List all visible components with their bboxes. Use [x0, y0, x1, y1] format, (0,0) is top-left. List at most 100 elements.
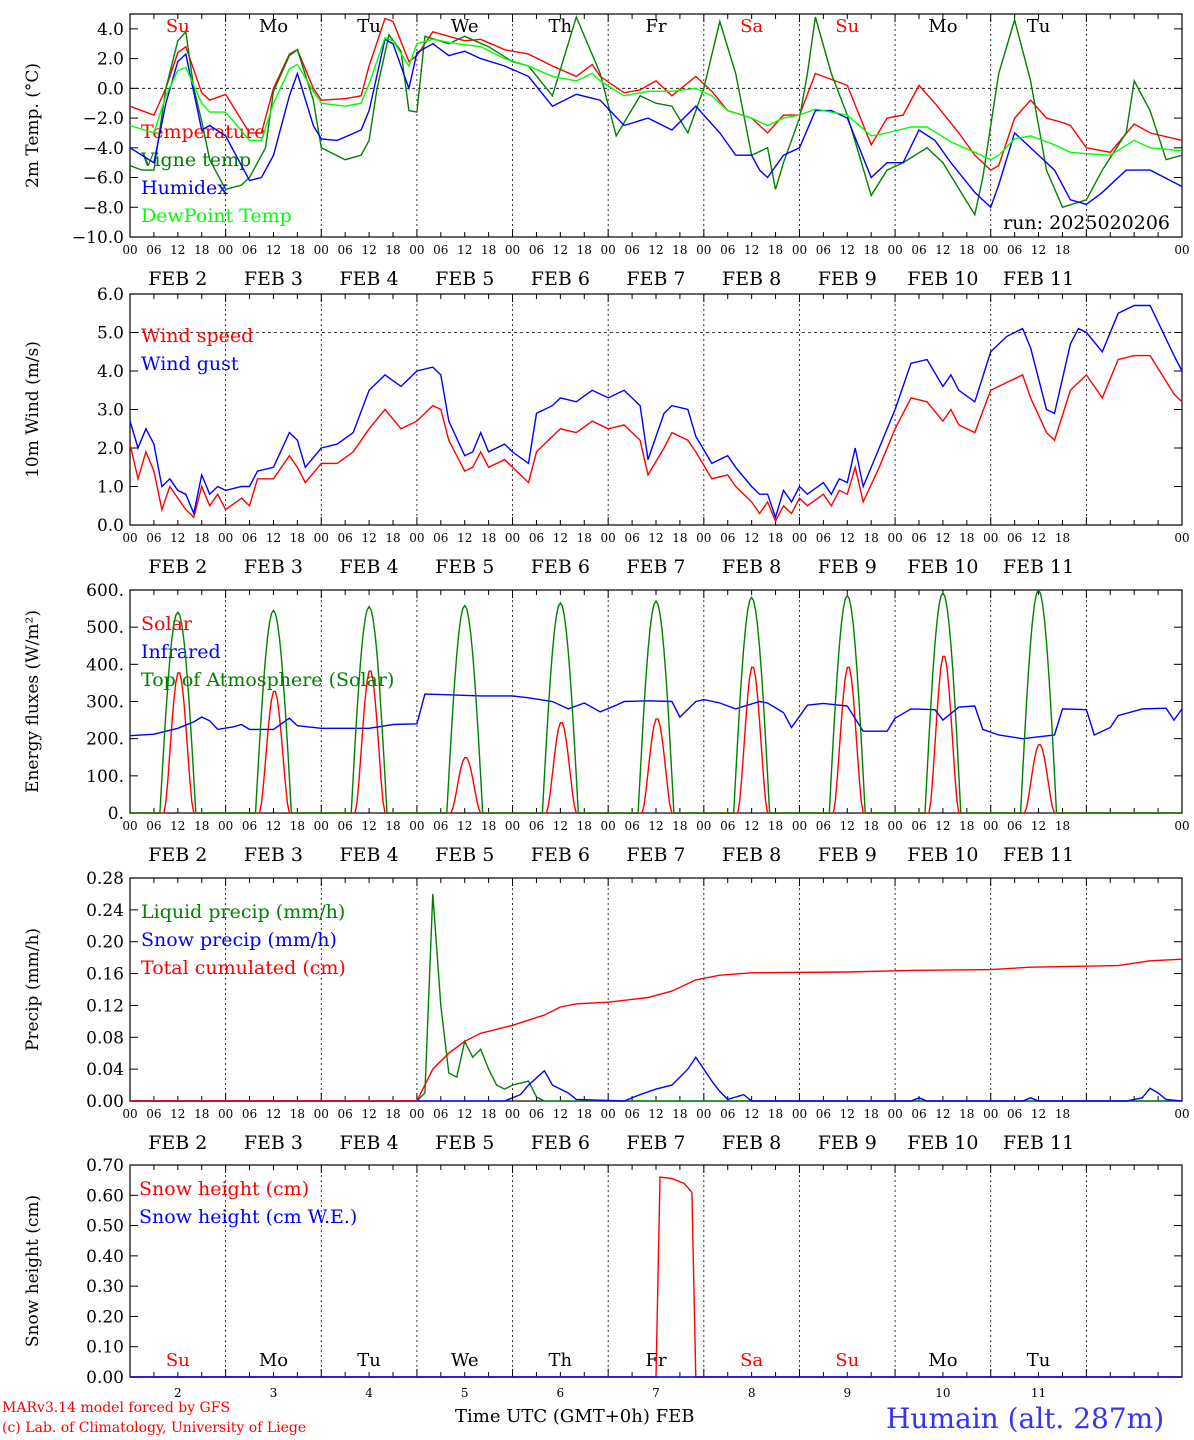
y-tick-label: 0.10 — [86, 1338, 124, 1358]
x-date-label: FEB 11 — [1003, 556, 1074, 578]
day-number-label: 2 — [174, 1386, 182, 1400]
x-hour-label: 12 — [361, 1107, 376, 1121]
x-hour-label: 18 — [194, 243, 209, 257]
x-hour-label: 18 — [481, 531, 496, 545]
x-hour-label: 00 — [314, 531, 329, 545]
day-number-label: 5 — [461, 1386, 469, 1400]
x-hour-label: 12 — [744, 1107, 759, 1121]
day-number-label: 10 — [935, 1386, 950, 1400]
day-name-label: Th — [549, 1350, 573, 1371]
x-date-label: FEB 5 — [435, 268, 494, 290]
x-hour-label: 06 — [433, 243, 448, 257]
x-hour-label: 00 — [887, 819, 902, 833]
x-hour-label: 00 — [409, 531, 424, 545]
x-hour-label: 06 — [242, 1107, 257, 1121]
x-hour-label: 00 — [792, 819, 807, 833]
x-date-label: FEB 8 — [722, 268, 781, 290]
panel-2: 6.0 5.0 4.0 3.0 2.0 1.0 0.0 10m Wind (m/s) 00 06 1… — [23, 285, 1190, 578]
x-hour-label: 06 — [911, 819, 926, 833]
x-hour-label: 18 — [768, 531, 783, 545]
x-hour-label: 06 — [338, 819, 353, 833]
y-tick-label: 0.28 — [86, 869, 124, 889]
x-hour-label: 00 — [409, 819, 424, 833]
y-tick-label: −8.0 — [83, 198, 124, 218]
x-hour-label: 00 — [314, 1107, 329, 1121]
x-hour-label: 06 — [338, 531, 353, 545]
x-hour-label: 06 — [816, 243, 831, 257]
y-tick-label: 0.12 — [86, 996, 124, 1016]
y-tick-label: 5.0 — [97, 324, 124, 344]
x-hour-label: 18 — [864, 243, 879, 257]
y-tick-label: 0.50 — [86, 1217, 124, 1237]
x-hour-label: 00 — [601, 819, 616, 833]
x-hour-label: 12 — [170, 1107, 185, 1121]
x-date-label: FEB 5 — [435, 1132, 494, 1154]
y-tick-label: −6.0 — [83, 169, 124, 189]
series-line — [129, 38, 1183, 209]
legend-entry: Snow precip (mm/h) — [141, 929, 337, 951]
day-name-label: Su — [166, 16, 190, 37]
legend-entry: Snow height (cm W.E.) — [139, 1206, 357, 1228]
x-date-label: FEB 4 — [340, 556, 399, 578]
x-date-label: FEB 10 — [907, 1132, 978, 1154]
legend-entry: Infrared — [141, 641, 221, 663]
x-hour-label: 06 — [433, 1107, 448, 1121]
x-hour-label: 18 — [672, 531, 687, 545]
x-hour-label: 06 — [433, 531, 448, 545]
x-hour-label: 12 — [170, 531, 185, 545]
x-date-label: FEB 10 — [907, 268, 978, 290]
x-hour-label: 18 — [481, 1107, 496, 1121]
x-hour-label: 06 — [529, 243, 544, 257]
x-hour-label: 18 — [864, 531, 879, 545]
legend-entry: DewPoint Temp — [141, 205, 292, 227]
x-hour-label: 18 — [385, 531, 400, 545]
x-hour-label: 06 — [529, 1107, 544, 1121]
y-tick-label: 100. — [86, 767, 124, 787]
y-tick-label: −10.0 — [72, 228, 124, 248]
day-number-label: 7 — [652, 1386, 660, 1400]
x-hour-label: 00 — [314, 819, 329, 833]
x-hour-label: 00 — [983, 531, 998, 545]
x-hour-label: 06 — [242, 531, 257, 545]
day-name-label: Mo — [259, 16, 288, 37]
y-axis-label: 10m Wind (m/s) — [23, 341, 43, 478]
day-name-label: Tu — [1027, 1350, 1051, 1371]
series-line — [130, 958, 1183, 1102]
series-line — [130, 1055, 1183, 1102]
x-date-label: FEB 10 — [907, 844, 978, 866]
legend-entry: Temperature — [141, 121, 265, 143]
x-hour-label: 12 — [457, 531, 472, 545]
x-hour-label: 18 — [194, 531, 209, 545]
x-date-label: FEB 9 — [818, 556, 877, 578]
x-hour-label: 18 — [1055, 819, 1070, 833]
x-hour-label: 00 — [122, 819, 137, 833]
x-hour-label: 18 — [385, 819, 400, 833]
x-date-label: FEB 4 — [340, 1132, 399, 1154]
day-number-label: 11 — [1031, 1386, 1046, 1400]
x-date-label: FEB 3 — [244, 268, 303, 290]
x-hour-label: 12 — [361, 819, 376, 833]
x-hour-label: 06 — [720, 819, 735, 833]
x-date-label: FEB 4 — [340, 268, 399, 290]
x-hour-label: 12 — [266, 1107, 281, 1121]
x-hour-label: 06 — [1007, 531, 1022, 545]
x-hour-label: 18 — [577, 1107, 592, 1121]
x-hour-label: 00 — [887, 531, 902, 545]
y-tick-label: 0.60 — [86, 1186, 124, 1206]
series-line — [129, 304, 1183, 520]
x-date-label: FEB 2 — [148, 844, 207, 866]
x-hour-label: 00 — [1174, 243, 1189, 257]
x-hour-label: 12 — [935, 531, 950, 545]
x-hour-label: 00 — [696, 1107, 711, 1121]
y-tick-label: 0.30 — [86, 1277, 124, 1297]
x-hour-label: 00 — [409, 1107, 424, 1121]
x-hour-label: 00 — [601, 243, 616, 257]
x-hour-label: 00 — [1174, 531, 1189, 545]
x-date-label: FEB 6 — [531, 268, 590, 290]
day-number-label: 9 — [843, 1386, 851, 1400]
panel-1: 4.0 2.0 0.0 −2.0 −4.0 −6.0 −8.0 −10.0 2m Temp. (… — [23, 13, 1190, 290]
x-hour-label: 00 — [505, 819, 520, 833]
x-hour-label: 00 — [601, 531, 616, 545]
y-axis-label: Energy fluxes (W/m²) — [23, 610, 43, 793]
